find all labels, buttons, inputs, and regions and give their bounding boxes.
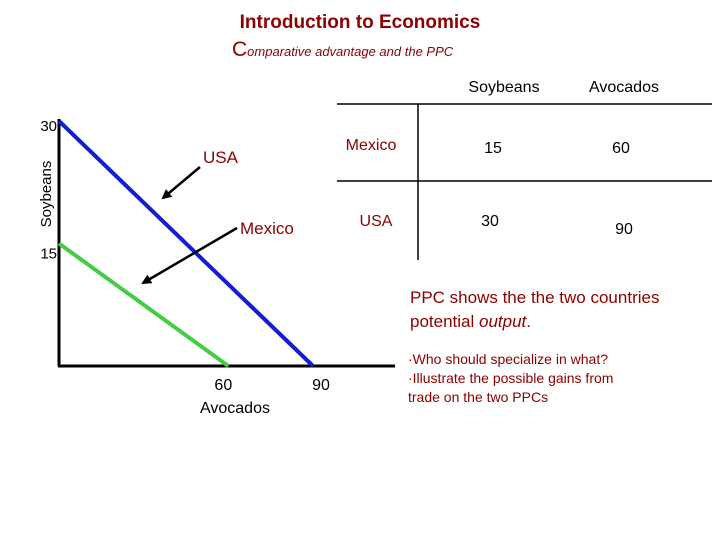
arrow-usa xyxy=(161,166,201,200)
table-row-label-mexico: Mexico xyxy=(346,137,397,154)
y-tick-label-15: 15 xyxy=(40,246,57,263)
table-cell-mexico-avocados: 60 xyxy=(612,140,630,157)
ppc-explanation-potential: potential xyxy=(410,312,479,331)
subtitle-rest: omparative advantage and the PPC xyxy=(247,44,454,59)
x-tick-label-60: 60 xyxy=(214,377,232,394)
table-header-soybeans: Soybeans xyxy=(468,79,539,96)
table-cell-usa-soybeans: 30 xyxy=(481,213,499,230)
table-cell-usa-avocados: 90 xyxy=(615,221,633,238)
ppc-line-mexico xyxy=(57,241,230,368)
slide-subtitle: Comparative advantage and the PPC xyxy=(232,38,453,62)
ppc-explanation-line-2: potential output. xyxy=(410,310,720,334)
x-tick-label-90: 90 xyxy=(312,377,330,394)
ppc-explanation-period: . xyxy=(526,312,531,331)
question-specialize: ·Who should specialize in what? xyxy=(408,351,608,367)
ppc-line-usa xyxy=(57,119,315,368)
ppc-explanation: PPC shows the the two countries potentia… xyxy=(410,286,720,334)
annotation-usa: USA xyxy=(203,148,239,167)
discussion-questions: ·Who should specialize in what? ·Illustr… xyxy=(408,350,698,407)
table-header-avocados: Avocados xyxy=(589,79,659,96)
y-tick-label-30: 30 xyxy=(40,118,57,135)
ppc-explanation-line-1: PPC shows the the two countries xyxy=(410,288,660,307)
x-axis-label: Avocados xyxy=(200,400,270,417)
annotation-mexico: Mexico xyxy=(240,219,294,238)
table-cell-mexico-soybeans: 15 xyxy=(484,140,502,157)
slide-title: Introduction to Economics xyxy=(239,12,481,33)
question-gains-line-1: ·Illustrate the possible gains from xyxy=(408,370,614,386)
ppc-explanation-output: output xyxy=(479,312,527,331)
table-row-label-usa: USA xyxy=(360,213,393,230)
arrow-mexico xyxy=(141,226,238,285)
question-gains-line-2: trade on the two PPCs xyxy=(408,389,549,405)
y-axis-label: Soybeans xyxy=(38,161,55,228)
subtitle-initial: C xyxy=(232,38,248,61)
